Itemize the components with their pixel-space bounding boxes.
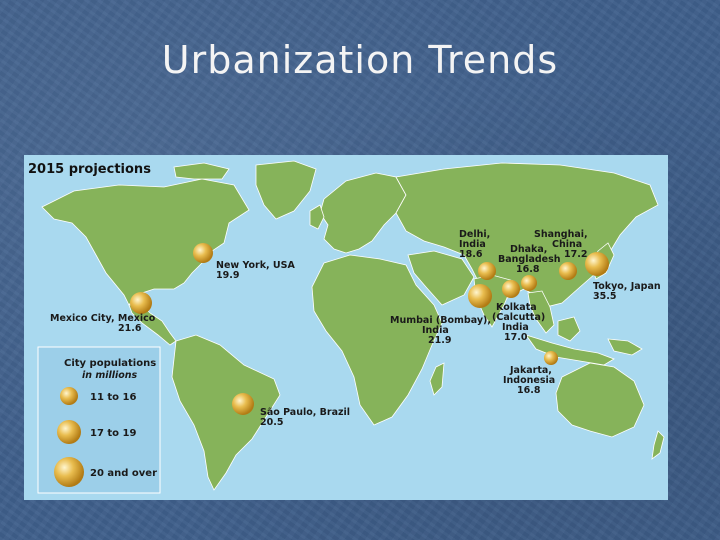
city-marker-sao-paulo bbox=[232, 393, 254, 415]
city-label-line: Jakarta, bbox=[509, 365, 552, 376]
city-label-line: Shanghai, bbox=[534, 229, 588, 240]
city-label-line: New York, USA bbox=[216, 260, 295, 271]
city-label-line: 16.8 bbox=[517, 385, 541, 396]
city-label-line: India bbox=[459, 239, 486, 250]
city-label-line: 17.2 bbox=[564, 249, 587, 260]
greenland bbox=[255, 160, 317, 220]
city-marker-new-york bbox=[193, 243, 213, 263]
city-marker-tokyo bbox=[585, 252, 609, 276]
city-label-line: Bangladesh bbox=[498, 254, 561, 265]
city-label-line: Indonesia bbox=[503, 375, 555, 386]
city-label-dhaka: Dhaka, Bangladesh 16.8 bbox=[498, 244, 564, 275]
city-label-new-york: New York, USA 19.9 bbox=[216, 260, 298, 281]
legend-label-small: 11 to 16 bbox=[90, 392, 136, 403]
city-label-line: Mumbai (Bombay), bbox=[390, 315, 491, 326]
city-label-line: Mexico City, Mexico bbox=[50, 313, 156, 324]
new-zealand bbox=[651, 430, 665, 460]
south-america bbox=[171, 334, 281, 491]
city-label-mexico-city: Mexico City, Mexico 21.6 bbox=[50, 313, 159, 334]
city-label-delhi: Delhi, India 18.6 bbox=[459, 229, 494, 260]
city-label-sao-paulo: São Paulo, Brazil 20.5 bbox=[260, 407, 353, 428]
new-guinea bbox=[607, 338, 643, 356]
city-label-line: India bbox=[422, 325, 449, 336]
city-labels: New York, USA 19.9 Mexico City, Mexico 2… bbox=[50, 229, 664, 428]
land-masses bbox=[41, 160, 665, 491]
city-label-tokyo: Tokyo, Japan 35.5 bbox=[593, 281, 664, 302]
city-label-line: 35.5 bbox=[593, 291, 616, 302]
city-label-line: Kolkata bbox=[496, 302, 537, 313]
city-label-line: São Paulo, Brazil bbox=[260, 407, 350, 418]
city-label-line: Delhi, bbox=[459, 229, 490, 240]
legend-marker-small bbox=[60, 387, 78, 405]
world-map: 2015 projections City populations in mil… bbox=[24, 155, 668, 500]
city-label-line: 21.9 bbox=[428, 335, 451, 346]
africa bbox=[311, 254, 443, 426]
europe bbox=[319, 172, 407, 254]
city-marker-delhi bbox=[478, 262, 496, 280]
city-label-line: 17.0 bbox=[504, 332, 528, 343]
city-label-line: India bbox=[502, 322, 529, 333]
city-marker-mumbai bbox=[468, 284, 492, 308]
city-label-line: China bbox=[552, 239, 582, 250]
north-america bbox=[41, 178, 250, 306]
british-isles bbox=[309, 204, 325, 230]
slide-title: Urbanization Trends bbox=[161, 38, 559, 82]
middle-east bbox=[407, 250, 475, 306]
arctic-islands bbox=[173, 162, 230, 180]
legend-title: City populations bbox=[64, 358, 156, 369]
legend-label-large: 20 and over bbox=[90, 468, 157, 479]
city-label-line: (Calcutta) bbox=[492, 312, 545, 323]
city-label-line: 18.6 bbox=[459, 249, 483, 260]
city-label-mumbai: Mumbai (Bombay), India 21.9 bbox=[390, 315, 494, 346]
city-markers bbox=[130, 243, 609, 415]
legend: City populations in millions 11 to 16 17… bbox=[37, 346, 161, 494]
city-label-line: 21.6 bbox=[118, 323, 142, 334]
borneo bbox=[557, 316, 581, 342]
legend-subtitle: in millions bbox=[82, 370, 138, 381]
city-label-line: Tokyo, Japan bbox=[593, 281, 661, 292]
city-marker-mexico-city bbox=[130, 292, 152, 314]
city-label-shanghai: Shanghai, China 17.2 bbox=[534, 229, 591, 260]
southeast-asia bbox=[527, 290, 555, 334]
city-label-kolkata: Kolkata (Calcutta) India 17.0 bbox=[492, 302, 549, 343]
city-label-line: 20.5 bbox=[260, 417, 283, 428]
city-label-line: 16.8 bbox=[516, 264, 540, 275]
city-marker-shanghai bbox=[559, 262, 577, 280]
indonesia bbox=[524, 334, 615, 366]
city-marker-dhaka bbox=[521, 275, 537, 291]
map-heading: 2015 projections bbox=[28, 162, 151, 177]
city-marker-kolkata bbox=[502, 280, 520, 298]
legend-label-medium: 17 to 19 bbox=[90, 428, 136, 439]
australia bbox=[555, 362, 645, 438]
city-marker-jakarta bbox=[544, 351, 558, 365]
legend-marker-medium bbox=[57, 420, 81, 444]
madagascar bbox=[429, 362, 445, 396]
city-label-jakarta: Jakarta, Indonesia 16.8 bbox=[503, 365, 558, 396]
legend-marker-large bbox=[54, 457, 84, 487]
city-label-line: 19.9 bbox=[216, 270, 239, 281]
city-label-line: Dhaka, bbox=[510, 244, 547, 255]
world-map-panel: 2015 projections City populations in mil… bbox=[24, 155, 668, 500]
